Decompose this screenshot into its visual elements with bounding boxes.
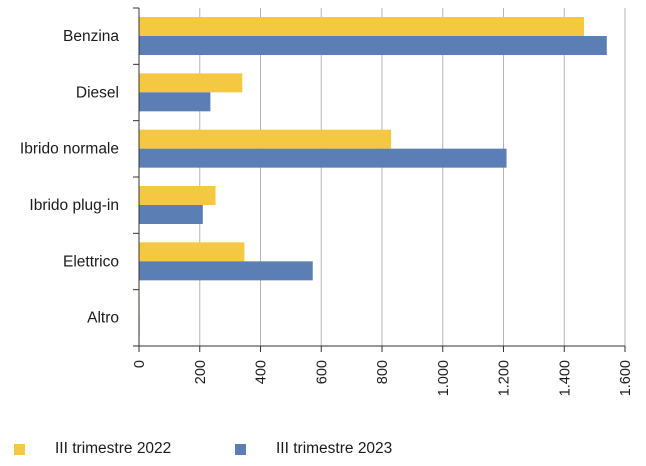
x-tick-label: 1.400	[557, 360, 573, 396]
x-tick-label: 600	[314, 360, 330, 384]
bar-2023	[139, 148, 507, 168]
x-tick-label: 800	[375, 360, 391, 384]
x-tick-label: 1.600	[618, 360, 634, 396]
bar-2022	[139, 186, 216, 205]
category-label: Ibrido normale	[20, 141, 119, 158]
bar-2022	[139, 17, 584, 36]
category-label: Altro	[87, 310, 119, 327]
category-label: Elettrico	[63, 253, 119, 270]
legend-item-2023: III trimestre 2023	[235, 440, 392, 458]
bar-2023	[139, 261, 313, 281]
legend: III trimestre 2022 III trimestre 2023	[0, 440, 646, 464]
x-tick-label: 1.000	[436, 360, 452, 396]
bar-2023	[139, 92, 211, 112]
legend-label-2023: III trimestre 2023	[276, 440, 393, 457]
legend-swatch-2022	[14, 443, 25, 455]
x-tick-label: 200	[193, 360, 209, 384]
category-label: Diesel	[76, 84, 119, 101]
grid-lines	[199, 8, 626, 346]
category-label: Ibrido plug-in	[29, 197, 119, 214]
legend-label-2022: III trimestre 2022	[55, 440, 172, 457]
labels: 0 200 400 600 800 1.000 1.200 1.400 1.600 Benzina…	[20, 28, 634, 396]
bar-2022	[139, 242, 245, 262]
axes	[133, 7, 626, 352]
legend-swatch-2023	[235, 443, 246, 455]
bar-2022	[139, 73, 243, 93]
bar-2022	[139, 129, 392, 149]
bar-2023	[139, 36, 607, 55]
x-tick-label: 400	[254, 360, 270, 384]
legend-item-2022: III trimestre 2022	[14, 440, 171, 458]
bars	[139, 17, 607, 337]
bar-2023	[139, 205, 203, 224]
bar-chart: 0 200 400 600 800 1.000 1.200 1.400 1.600 Benzina…	[20, 7, 634, 396]
x-tick-label: 1.200	[497, 360, 513, 396]
x-tick-label: 0	[132, 360, 148, 368]
category-label: Benzina	[63, 28, 119, 45]
